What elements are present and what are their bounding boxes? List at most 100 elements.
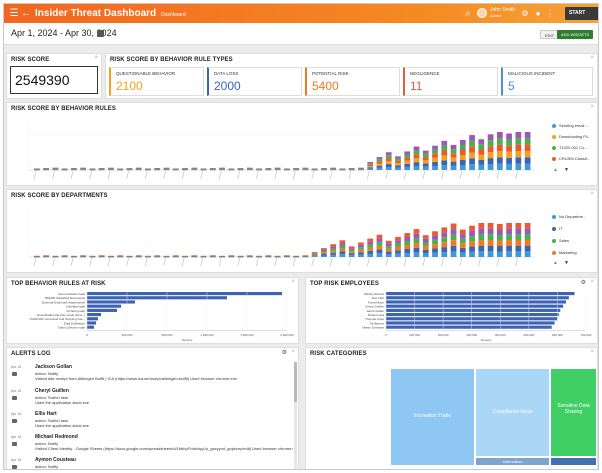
stacked-bar-segment bbox=[330, 169, 337, 170]
calendar-icon[interactable] bbox=[97, 30, 104, 37]
bell-icon[interactable]: ● bbox=[535, 9, 541, 18]
x-tick-label bbox=[52, 170, 55, 180]
stacked-bar-segment bbox=[395, 156, 401, 159]
top-employees-widget: TOP RISK EMPLOYEES ⚙ × Shelby Holmes Alex… bbox=[305, 277, 598, 344]
stacked-bar-segment bbox=[385, 161, 392, 165]
video-icon[interactable] bbox=[12, 372, 17, 376]
alert-item[interactable]: Apr 16 Aymon Cousteau action: Notify bbox=[11, 457, 293, 469]
card-potential-risk[interactable]: POTENTIAL RISK 5400 bbox=[305, 67, 400, 96]
stacked-bar-segment bbox=[459, 252, 466, 257]
legend-item[interactable]: IT bbox=[552, 226, 563, 231]
tile-label: Sensitive Data Sharing bbox=[557, 403, 590, 415]
legend-item[interactable]: Marketing bbox=[552, 250, 577, 255]
legend-next-icon[interactable]: ▼ bbox=[564, 260, 569, 266]
legend-label: CRUSM Classif... bbox=[559, 156, 591, 161]
search-icon[interactable]: ⌕ bbox=[465, 8, 471, 19]
date-range[interactable]: Apr 1, 2024 - Apr 30, 2024 bbox=[11, 28, 117, 38]
close-icon[interactable]: × bbox=[590, 279, 594, 285]
alert-user[interactable]: Cheryl Guillen bbox=[35, 388, 69, 394]
tile-label: Compliance Issue bbox=[492, 409, 533, 415]
gear-icon[interactable]: ⚙ bbox=[521, 9, 529, 18]
start-tour-button[interactable]: START TOUR bbox=[565, 7, 598, 29]
stacked-bar-segment bbox=[330, 248, 337, 251]
video-icon[interactable] bbox=[12, 396, 17, 400]
legend-item[interactable]: CRUSM Classif... bbox=[552, 156, 590, 161]
stacked-bar-segment bbox=[422, 253, 429, 257]
bar bbox=[87, 296, 227, 300]
gear-icon[interactable]: ⚙ bbox=[281, 350, 287, 356]
stacked-bar-segment bbox=[515, 157, 522, 164]
stacked-bar-segment bbox=[246, 168, 253, 169]
legend-next-icon[interactable]: ▼ bbox=[564, 167, 569, 173]
stacked-bar-segment bbox=[459, 165, 466, 170]
more-icon[interactable]: ⋮ bbox=[546, 9, 554, 18]
stacked-bar-segment bbox=[71, 168, 77, 169]
scrollbar-thumb[interactable] bbox=[294, 362, 297, 402]
stacked-bar-segment bbox=[376, 159, 383, 162]
treemap-tile-innovation-trade[interactable]: Innovation Trade bbox=[390, 368, 475, 466]
stacked-bar-segment bbox=[413, 247, 420, 253]
alert-item[interactable]: Apr 16 Jackson Gollan action: Notify Vis… bbox=[11, 364, 293, 386]
stacked-bar-segment bbox=[432, 231, 438, 236]
stacked-bar-segment bbox=[311, 253, 318, 255]
back-arrow-icon[interactable]: ← bbox=[21, 8, 31, 19]
alert-item[interactable]: Apr 16 Michael Redmond action: Notify Vi… bbox=[11, 434, 293, 456]
y-tick-label: Daniel Luna bbox=[368, 313, 384, 317]
bar bbox=[386, 325, 552, 329]
stacked-bar-segment bbox=[385, 155, 392, 159]
alert-item[interactable]: Apr 16 Ellis Hart action: Switch task Us… bbox=[11, 411, 293, 433]
stacked-bar-segment bbox=[441, 247, 448, 253]
legend-item[interactable]: No Departme... bbox=[552, 214, 586, 219]
close-icon[interactable]: × bbox=[590, 191, 594, 197]
stacked-bar-segment bbox=[126, 168, 133, 170]
alert-user[interactable]: Michael Redmond bbox=[35, 434, 78, 440]
x-tick-label bbox=[181, 170, 185, 180]
card-data-loss[interactable]: DATA LOSS 2000 bbox=[207, 67, 302, 96]
treemap-tile-sensitive-data-sharing[interactable]: Sensitive Data Sharing bbox=[550, 368, 597, 457]
stacked-bar-segment bbox=[469, 225, 475, 231]
add-widgets-button[interactable]: ADD WIDGETS bbox=[557, 30, 594, 39]
close-icon[interactable]: × bbox=[590, 349, 594, 355]
close-icon[interactable]: × bbox=[94, 55, 98, 61]
close-icon[interactable]: × bbox=[590, 104, 594, 110]
scrollbar[interactable] bbox=[294, 362, 297, 469]
video-icon[interactable] bbox=[12, 419, 17, 423]
stacked-bar-segment bbox=[182, 169, 188, 171]
stacked-bar-segment bbox=[274, 255, 281, 257]
stacked-bar-segment bbox=[487, 134, 494, 141]
gear-icon[interactable]: ⚙ bbox=[580, 280, 586, 286]
stacked-bar-segment bbox=[321, 169, 327, 171]
card-malicious-incident[interactable]: MALICIOUS INCIDENT 5 bbox=[501, 67, 593, 96]
video-icon[interactable] bbox=[12, 465, 17, 469]
alert-item[interactable]: Apr 16 Cheryl Guillen action: Switch tas… bbox=[11, 388, 293, 410]
close-icon[interactable]: × bbox=[291, 279, 295, 285]
card-questionable-behavior[interactable]: QUESTIONABLE BEHAVIOR 2100 bbox=[109, 67, 204, 96]
treemap-tile-information[interactable]: Information bbox=[475, 457, 550, 466]
stacked-bar-segment bbox=[413, 154, 420, 159]
legend-item[interactable]: Sending email ... bbox=[552, 123, 589, 128]
stacked-bar-segment bbox=[450, 153, 457, 158]
x-tick-label bbox=[311, 170, 315, 180]
avatar[interactable] bbox=[477, 8, 487, 18]
legend-prev-icon[interactable]: ▲ bbox=[553, 167, 558, 173]
treemap-tile-other[interactable] bbox=[550, 457, 597, 466]
video-icon[interactable] bbox=[12, 442, 17, 446]
menu-icon[interactable]: ☰ bbox=[9, 8, 19, 19]
legend-item[interactable]: Downloading Fil... bbox=[552, 134, 591, 139]
stacked-bar-segment bbox=[228, 168, 235, 170]
close-icon[interactable]: × bbox=[590, 55, 594, 61]
legend-prev-icon[interactable]: ▲ bbox=[553, 260, 558, 266]
treemap-tile-compliance-issue[interactable]: Compliance Issue bbox=[475, 368, 550, 457]
stacked-bar-segment bbox=[422, 160, 429, 164]
legend-item[interactable]: Sales bbox=[552, 238, 569, 243]
alert-user[interactable]: Aymon Cousteau bbox=[35, 457, 76, 463]
stacked-bar-segment bbox=[274, 168, 281, 170]
x-tick-label: 100,000 bbox=[409, 333, 420, 337]
alert-user[interactable]: Jackson Gollan bbox=[35, 364, 72, 370]
stacked-bar-segment bbox=[385, 152, 392, 156]
legend-item[interactable]: T1020.001 Co... bbox=[552, 145, 588, 150]
close-icon[interactable]: × bbox=[291, 349, 295, 355]
stacked-bar-segment bbox=[117, 255, 124, 256]
card-negligence[interactable]: NEGLIGENCE 11 bbox=[403, 67, 498, 96]
alert-user[interactable]: Ellis Hart bbox=[35, 411, 57, 417]
